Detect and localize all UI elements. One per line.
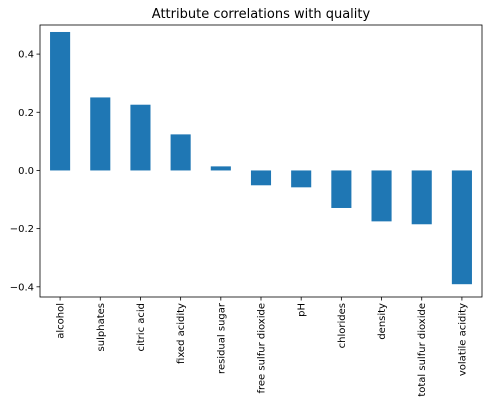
- bar-fixed-acidity: [170, 134, 191, 171]
- x-tick-label: alcohol: [56, 303, 67, 339]
- x-tick-label: residual sugar: [216, 302, 227, 374]
- bar-sulphates: [90, 97, 111, 171]
- bar-density: [371, 170, 392, 222]
- y-axis: 0.4 0.2 0.0 −0.2 −0.4: [10, 50, 40, 293]
- bar-volatile-acidity: [451, 170, 472, 285]
- y-tick-label: −0.4: [10, 282, 34, 293]
- x-tick-label: citric acid: [136, 303, 147, 352]
- bar-chlorides: [331, 170, 352, 208]
- bar-citric-acid: [130, 104, 151, 171]
- y-tick-label: 0.0: [18, 166, 34, 177]
- bar-free-sulfur-dioxide: [250, 170, 272, 186]
- x-tick-label: density: [377, 303, 388, 340]
- x-tick-label: total sulfur dioxide: [417, 303, 428, 397]
- y-tick-label: −0.2: [10, 224, 34, 235]
- x-axis: alcohol sulphates citric acid fixed acidity…: [56, 297, 468, 397]
- plot-frame: [39, 24, 483, 298]
- x-tick-label: fixed acidity: [176, 303, 187, 364]
- bar-residual-sugar: [210, 166, 231, 171]
- chart-title: Attribute correlations with quality: [152, 7, 371, 22]
- bar-total-sulfur-dioxide: [411, 170, 432, 225]
- bar-alcohol: [50, 31, 71, 171]
- x-tick-label: sulphates: [96, 303, 107, 351]
- x-tick-label: free sulfur dioxide: [257, 303, 268, 394]
- bar-ph: [291, 170, 312, 188]
- y-tick-label: 0.4: [18, 50, 34, 61]
- y-tick-label: 0.2: [18, 108, 34, 119]
- x-tick-label: volatile acidity: [457, 303, 468, 376]
- x-tick-label: pH: [297, 303, 308, 317]
- bars: [50, 31, 472, 285]
- x-tick-label: chlorides: [337, 303, 348, 348]
